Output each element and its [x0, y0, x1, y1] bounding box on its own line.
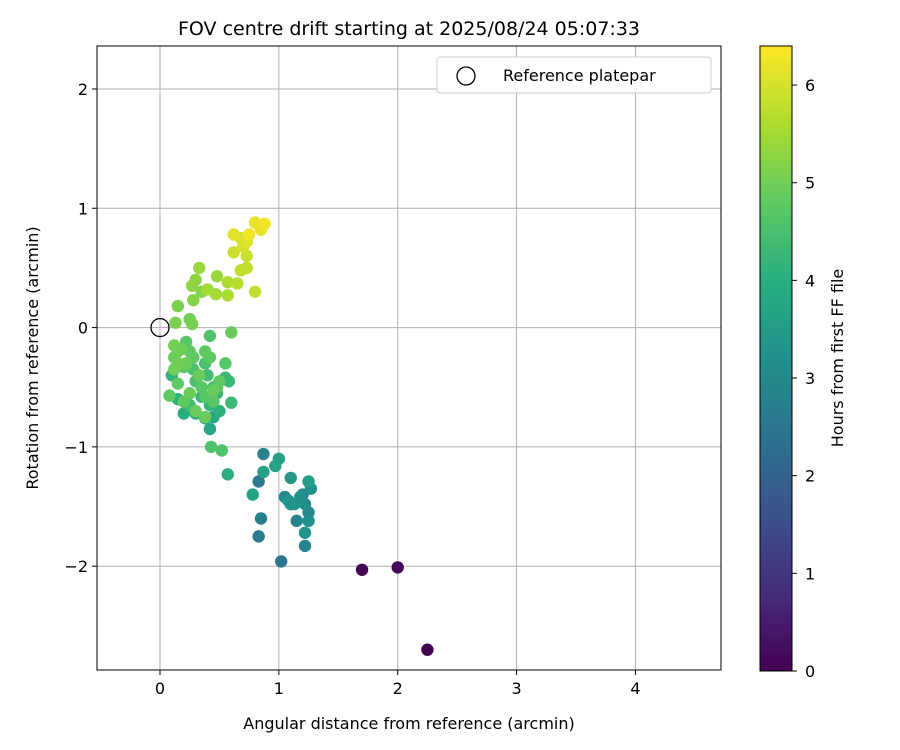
data-point — [219, 357, 232, 370]
data-point — [203, 422, 217, 436]
data-point — [198, 410, 212, 424]
data-points — [163, 216, 434, 656]
colorbar-tick-label: 4 — [805, 271, 815, 290]
data-point — [171, 299, 185, 313]
data-point — [171, 377, 185, 390]
data-point — [222, 375, 236, 388]
data-point — [302, 475, 315, 488]
reference-platepar-marker — [150, 317, 170, 338]
data-point — [215, 444, 228, 457]
data-point — [185, 279, 199, 293]
x-tick-label: 0 — [155, 679, 165, 698]
legend-label: Reference platepar — [503, 66, 656, 85]
chart-title: FOV centre drift starting at 2025/08/24 … — [178, 18, 640, 40]
colorbar-tick-label: 1 — [805, 564, 815, 583]
data-point — [227, 246, 240, 259]
data-point — [252, 530, 265, 543]
data-point — [258, 217, 271, 230]
data-point — [391, 561, 404, 574]
y-ticks: −2 −1 0 1 2 — [64, 80, 97, 576]
y-tick-label: −2 — [64, 557, 88, 576]
data-point — [275, 555, 288, 568]
colorbar-tick-label: 3 — [805, 369, 815, 388]
x-tick-label: 1 — [274, 679, 284, 698]
colorbar-ticks: 0 1 2 3 4 5 6 — [792, 76, 815, 681]
data-point — [163, 389, 176, 402]
data-point — [221, 276, 234, 289]
legend-marker-icon — [456, 66, 476, 86]
data-point — [225, 396, 238, 409]
data-point — [257, 465, 270, 479]
data-point — [221, 468, 234, 481]
data-point — [210, 270, 224, 283]
data-point — [290, 514, 303, 528]
data-point — [231, 277, 244, 290]
data-point — [421, 643, 434, 656]
colorbar-gradient — [759, 45, 793, 672]
x-tick-label: 4 — [630, 679, 640, 698]
data-point — [201, 283, 214, 296]
data-point — [298, 526, 312, 539]
data-point — [213, 375, 226, 388]
data-point — [242, 228, 256, 241]
y-tick-label: 1 — [78, 199, 88, 218]
x-ticks: 0 1 2 3 4 — [155, 670, 641, 698]
x-axis-label: Angular distance from reference (arcmin) — [243, 714, 574, 733]
data-point — [187, 293, 200, 307]
data-point — [213, 404, 226, 418]
legend: Reference platepar — [436, 56, 712, 94]
colorbar: 0 1 2 3 4 5 6 Hours from first FF file — [759, 45, 847, 681]
x-tick-label: 3 — [511, 679, 521, 698]
data-point — [221, 289, 234, 302]
colorbar-tick-label: 5 — [805, 174, 815, 193]
data-point — [193, 369, 206, 382]
data-point — [240, 261, 253, 275]
data-point — [248, 216, 262, 229]
data-point — [246, 488, 259, 501]
data-point — [185, 317, 199, 331]
colorbar-label: Hours from first FF file — [828, 269, 847, 448]
data-point — [195, 381, 208, 394]
colorbar-tick-label: 6 — [805, 76, 815, 95]
data-point — [240, 249, 253, 263]
data-point — [169, 316, 182, 330]
data-point — [257, 447, 270, 461]
data-point — [227, 228, 240, 241]
data-point — [248, 285, 262, 298]
colorbar-tick-label: 0 — [805, 662, 815, 681]
data-point — [171, 357, 185, 370]
data-point — [203, 351, 217, 364]
legend-box — [436, 56, 712, 94]
colorbar-tick-label: 2 — [805, 467, 815, 486]
y-tick-label: −1 — [64, 438, 88, 457]
data-point — [269, 459, 282, 473]
data-point — [254, 512, 268, 525]
data-point — [284, 471, 297, 485]
data-point — [183, 386, 196, 400]
data-point — [189, 404, 202, 418]
data-point — [252, 475, 265, 488]
data-point — [168, 339, 181, 352]
data-point — [355, 563, 369, 576]
x-tick-label: 2 — [393, 679, 403, 698]
data-point — [302, 514, 315, 528]
data-point — [298, 539, 312, 553]
data-point — [207, 384, 220, 398]
data-point — [203, 329, 217, 343]
y-tick-label: 0 — [78, 319, 88, 338]
data-point — [204, 440, 218, 454]
y-axis-label: Rotation from reference (arcmin) — [23, 226, 42, 489]
data-point — [207, 395, 220, 408]
data-point — [282, 494, 295, 507]
data-point — [225, 326, 238, 339]
plot-frame — [96, 45, 722, 671]
y-tick-label: 2 — [78, 80, 88, 99]
data-point — [193, 261, 206, 275]
